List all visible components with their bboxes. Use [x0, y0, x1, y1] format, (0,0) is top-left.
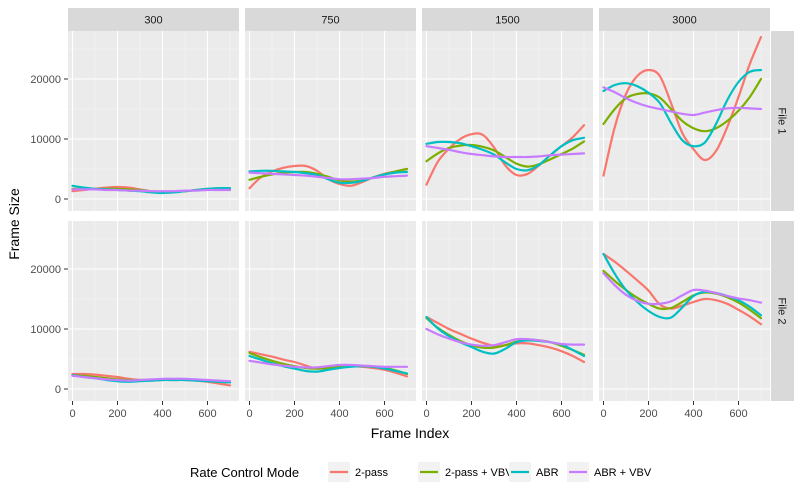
x-tick-label: 0 [423, 408, 429, 420]
series-line-2-pass [602, 252, 763, 326]
x-tick-label: 400 [153, 408, 171, 420]
facet-strip-3000 [599, 8, 770, 31]
series-line-abr [425, 136, 586, 172]
legend-title: Rate Control Mode [190, 465, 299, 480]
row-strip-file-1 [771, 31, 794, 211]
series-line-abr-vbv [425, 327, 586, 347]
row-strip-label: File 2 [776, 298, 788, 325]
panels-layer: 300 750 1500 3000 File 1 File 2 [68, 8, 794, 401]
x-tick-label: 200 [108, 408, 126, 420]
series-line-abr-vbv [602, 272, 763, 306]
facet-strip-label: 750 [321, 15, 339, 27]
facet-strip-label: 3000 [672, 15, 696, 27]
panel-background [68, 221, 239, 401]
series-line-abr-vbv [248, 359, 409, 369]
legend-label: ABR [536, 467, 559, 479]
panel-file-1-3000 [599, 31, 770, 211]
x-tick-label: 600 [198, 408, 216, 420]
y-tick-label: 20000 [30, 264, 61, 276]
x-tick-label: 200 [462, 408, 480, 420]
y-tick-label: 0 [55, 384, 61, 396]
panel-background [599, 221, 770, 401]
facet-strip-label: 1500 [495, 15, 519, 27]
y-axis-title: Frame Size [6, 188, 22, 260]
legend-label: ABR + VBV [594, 467, 652, 479]
legend-label: 2-pass [355, 467, 389, 479]
facet-strip-label: 300 [144, 15, 162, 27]
panel-background [599, 31, 770, 211]
x-tick-label: 0 [600, 408, 606, 420]
panel-background [422, 221, 593, 401]
panel-background [245, 221, 416, 401]
x-tick-label: 200 [639, 408, 657, 420]
y-tick-label: 20000 [30, 74, 61, 86]
panel-file-2-3000 [599, 221, 770, 401]
y-tick-label: 10000 [30, 134, 61, 146]
y-tick-label: 10000 [30, 324, 61, 336]
x-tick-label: 600 [729, 408, 747, 420]
x-tick-label: 400 [330, 408, 348, 420]
x-tick-label: 400 [507, 408, 525, 420]
x-axis: 0 200 400 600 0 200 400 600 0 200 400 600 0 200 400 600 [69, 401, 748, 420]
panel-file-1-750 [245, 31, 416, 211]
x-tick-label: 200 [285, 408, 303, 420]
series-line-abr-vbv [248, 171, 409, 181]
legend: Rate Control Mode 2-pass 2-pass + VBV ABR A… [190, 462, 652, 482]
series-line-2-pass-vbv [602, 77, 763, 133]
series-line-abr-vbv [71, 188, 232, 193]
x-tick-label: 0 [69, 408, 75, 420]
row-strip-label: File 1 [776, 108, 788, 135]
row-strip-file-2 [771, 221, 794, 401]
x-tick-label: 600 [375, 408, 393, 420]
series-line-abr-vbv [71, 374, 232, 383]
panel-background [245, 31, 416, 211]
panel-background [422, 31, 593, 211]
facet-strip-750 [245, 8, 416, 31]
series-line-abr-vbv [425, 145, 586, 159]
facet-strip-300 [68, 8, 239, 31]
y-axis: 0 10000 20000 0 10000 20000 [30, 74, 68, 396]
series-line-abr-vbv [602, 86, 763, 117]
x-tick-label: 0 [246, 408, 252, 420]
facet-strip-1500 [422, 8, 593, 31]
series-line-abr [602, 68, 763, 148]
panel-file-2-300 [68, 221, 239, 401]
panel-file-1-1500 [422, 31, 593, 211]
series-line-2-pass [602, 35, 763, 177]
legend-label: 2-pass + VBV [445, 467, 513, 479]
panel-background [68, 31, 239, 211]
panel-file-2-1500 [422, 221, 593, 401]
x-tick-label: 400 [684, 408, 702, 420]
x-axis-title: Frame Index [371, 425, 450, 441]
x-tick-label: 600 [552, 408, 570, 420]
panel-file-1-300 [68, 31, 239, 211]
series-line-abr [248, 169, 409, 185]
y-tick-label: 0 [55, 194, 61, 206]
panel-file-2-750 [245, 221, 416, 401]
